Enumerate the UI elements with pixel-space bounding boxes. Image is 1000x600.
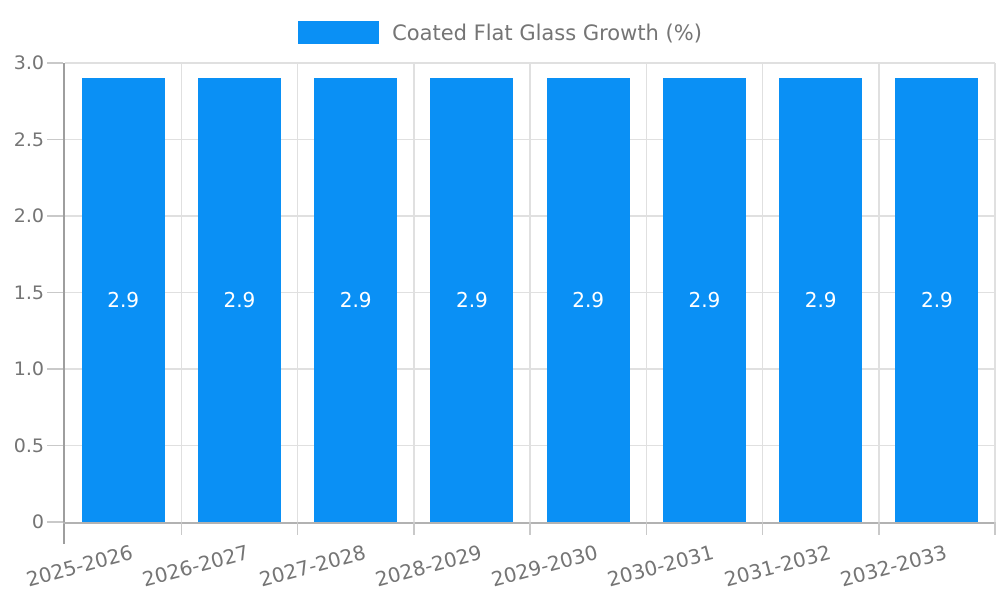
v-gridline	[645, 63, 647, 522]
plot-area: 2.9 2.9 2.9 2.9 2.9 2.9 2.9 2.9	[47, 62, 996, 544]
x-tick	[529, 522, 531, 535]
v-gridline	[878, 63, 880, 522]
bar-value-label: 2.9	[339, 288, 372, 313]
legend-item[interactable]: Coated Flat Glass Growth (%)	[298, 21, 702, 45]
y-tick-label: 0.5	[13, 434, 44, 457]
v-gridline	[413, 63, 415, 522]
legend: Coated Flat Glass Growth (%)	[0, 10, 1000, 55]
x-tick-label: 2032-2033	[837, 540, 950, 592]
v-gridline	[994, 63, 996, 522]
x-tick	[645, 522, 647, 535]
bar: 2.9	[779, 78, 863, 522]
v-gridline	[296, 63, 299, 522]
y-tick	[47, 368, 63, 370]
bar-value-label: 2.9	[920, 288, 953, 313]
bar-value-label: 2.9	[455, 288, 488, 313]
x-axis-origin-tick	[63, 522, 65, 544]
v-gridline	[761, 63, 764, 522]
bar-value-label: 2.9	[107, 288, 140, 313]
y-tick	[47, 62, 63, 64]
bar: 2.9	[546, 78, 630, 522]
v-gridline	[180, 63, 182, 522]
y-tick-label: 2.0	[13, 205, 44, 227]
x-tick-label: 2028-2029	[372, 540, 485, 592]
x-tick	[180, 522, 182, 535]
bar: 2.9	[430, 78, 514, 522]
x-tick-label: 2029-2030	[488, 540, 601, 592]
x-tick-label: 2025-2026	[23, 540, 136, 592]
bar: 2.9	[895, 78, 979, 522]
x-tick	[878, 522, 880, 535]
x-tick	[413, 522, 415, 535]
y-tick	[47, 521, 63, 523]
y-tick	[47, 444, 63, 447]
legend-label: Coated Flat Glass Growth (%)	[392, 20, 702, 45]
y-tick-label: 1.5	[13, 281, 44, 304]
x-tick	[296, 522, 299, 535]
bar: 2.9	[314, 78, 398, 522]
y-tick	[47, 215, 63, 217]
y-tick	[47, 138, 63, 141]
x-tick	[761, 522, 764, 535]
bar: 2.9	[197, 78, 281, 522]
bar-value-label: 2.9	[688, 288, 721, 313]
bar-value-label: 2.9	[572, 288, 605, 313]
y-tick	[47, 291, 63, 294]
y-tick-label: 1.0	[13, 358, 44, 380]
x-tick	[994, 522, 996, 535]
x-tick-label: 2031-2032	[721, 540, 833, 592]
x-axis-line	[63, 521, 995, 524]
v-gridline	[529, 63, 531, 522]
bar: 2.9	[81, 78, 165, 522]
bar: 2.9	[662, 78, 746, 522]
x-tick-label: 2026-2027	[140, 540, 252, 592]
bar-value-label: 2.9	[804, 288, 837, 313]
x-tick-label: 2030-2031	[605, 540, 717, 592]
y-tick-label: 2.5	[13, 128, 44, 151]
y-tick-label: 0	[31, 511, 44, 533]
bar-value-label: 2.9	[223, 288, 256, 313]
y-axis-line	[63, 63, 65, 544]
x-tick-label: 2027-2028	[256, 540, 368, 592]
legend-swatch	[298, 21, 380, 44]
